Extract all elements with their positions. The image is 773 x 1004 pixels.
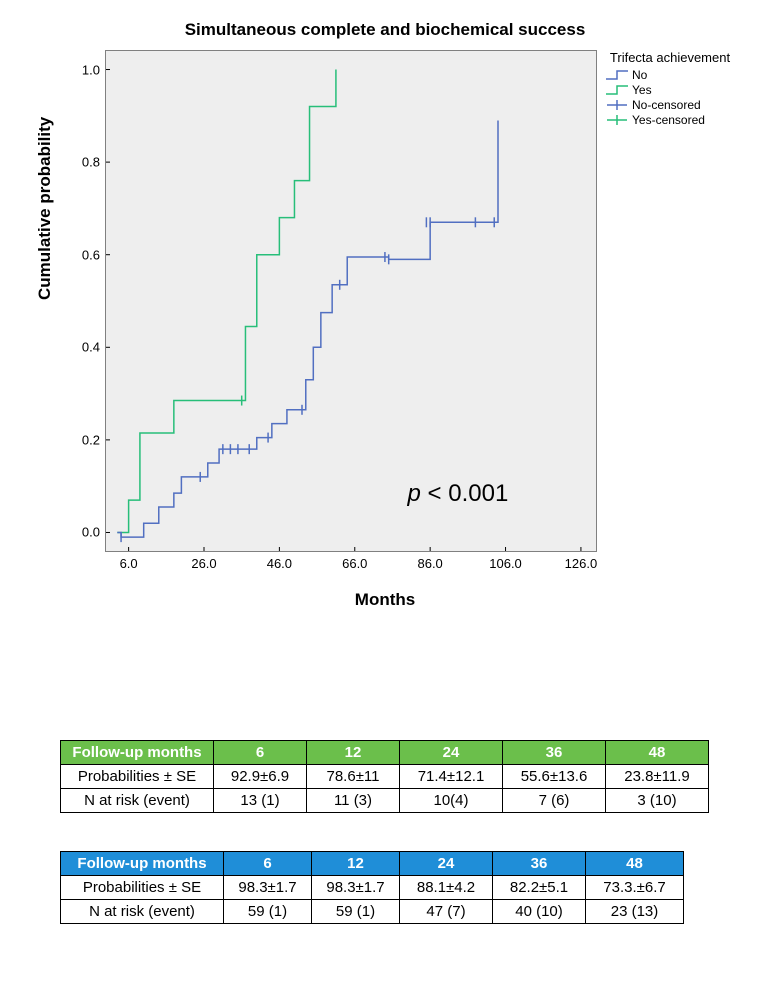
series-no — [117, 120, 498, 537]
table-cell: 73.3.±6.7 — [586, 876, 684, 900]
legend-label: Yes-censored — [632, 113, 705, 127]
table-cell: 82.2±5.1 — [493, 876, 586, 900]
x-tick: 6.0 — [120, 551, 138, 571]
legend-glyph-yes — [605, 83, 629, 97]
table-cell: N at risk (event) — [61, 789, 214, 813]
yes-table: Follow-up months612243648Probabilities ±… — [60, 740, 709, 813]
table-cell: 98.3±1.7 — [224, 876, 312, 900]
table-header-cell: 48 — [606, 741, 709, 765]
legend-label: No-censored — [632, 98, 701, 112]
y-tick: 0.2 — [62, 432, 106, 447]
table-cell: 23.8±11.9 — [606, 765, 709, 789]
table-header-cell: 24 — [400, 852, 493, 876]
table-cell: 59 (1) — [224, 900, 312, 924]
y-tick: 0.6 — [62, 247, 106, 262]
legend-item-no: No — [605, 68, 735, 82]
y-tick: 1.0 — [62, 62, 106, 77]
table-header-cell: 36 — [493, 852, 586, 876]
y-axis-label: Cumulative probability — [35, 117, 55, 300]
legend-label: Yes — [632, 83, 652, 97]
legend-item-yes_cens: Yes-censored — [605, 113, 735, 127]
table-header-cell: 24 — [400, 741, 503, 765]
y-tick: 0.8 — [62, 155, 106, 170]
table-header-cell: 6 — [214, 741, 307, 765]
table-header-cell: 36 — [503, 741, 606, 765]
table-header-cell: 12 — [312, 852, 400, 876]
table-header-cell: Follow-up months — [61, 741, 214, 765]
table-cell: 23 (13) — [586, 900, 684, 924]
x-tick: 46.0 — [267, 551, 292, 571]
legend: Trifecta achievement NoYesNo-censoredYes… — [605, 50, 735, 128]
km-chart: Simultaneous complete and biochemical su… — [35, 10, 735, 620]
x-tick: 86.0 — [417, 551, 442, 571]
table-row: Probabilities ± SE92.9±6.978.6±1171.4±12… — [61, 765, 709, 789]
plot-area: 0.00.20.40.60.81.06.026.046.066.086.0106… — [105, 50, 597, 552]
table-cell: Probabilities ± SE — [61, 876, 224, 900]
table-header-cell: 12 — [307, 741, 400, 765]
table-header-cell: Follow-up months — [61, 852, 224, 876]
table-cell: 59 (1) — [312, 900, 400, 924]
series-yes — [117, 70, 336, 533]
table-header-cell: 6 — [224, 852, 312, 876]
table-row: N at risk (event)59 (1)59 (1)47 (7)40 (1… — [61, 900, 684, 924]
chart-title: Simultaneous complete and biochemical su… — [35, 20, 735, 40]
plot-svg — [106, 51, 596, 551]
y-tick: 0.4 — [62, 340, 106, 355]
table-row: N at risk (event)13 (1)11 (3)10(4)7 (6)3… — [61, 789, 709, 813]
table-header-cell: 48 — [586, 852, 684, 876]
table-cell: 47 (7) — [400, 900, 493, 924]
legend-glyph-yes_cens — [605, 113, 629, 127]
table-cell: Probabilities ± SE — [61, 765, 214, 789]
x-tick: 66.0 — [342, 551, 367, 571]
table-cell: 98.3±1.7 — [312, 876, 400, 900]
table-cell: 10(4) — [400, 789, 503, 813]
p-value-annotation: p < 0.001 — [408, 480, 509, 508]
legend-glyph-no — [605, 68, 629, 82]
table-cell: 13 (1) — [214, 789, 307, 813]
tables-block: Follow-up months612243648Probabilities ±… — [60, 740, 700, 962]
table-cell: 7 (6) — [503, 789, 606, 813]
x-axis-label: Months — [35, 590, 735, 610]
legend-label: No — [632, 68, 647, 82]
x-tick: 106.0 — [489, 551, 522, 571]
table-cell: 71.4±12.1 — [400, 765, 503, 789]
legend-item-yes: Yes — [605, 83, 735, 97]
page-root: Simultaneous complete and biochemical su… — [0, 0, 773, 1004]
table-cell: 55.6±13.6 — [503, 765, 606, 789]
legend-item-no_cens: No-censored — [605, 98, 735, 112]
x-tick: 126.0 — [565, 551, 598, 571]
table-cell: 88.1±4.2 — [400, 876, 493, 900]
table-cell: 92.9±6.9 — [214, 765, 307, 789]
x-tick: 26.0 — [191, 551, 216, 571]
legend-glyph-no_cens — [605, 98, 629, 112]
table-cell: 3 (10) — [606, 789, 709, 813]
no-table: Follow-up months612243648Probabilities ±… — [60, 851, 684, 924]
y-tick: 0.0 — [62, 525, 106, 540]
table-cell: 40 (10) — [493, 900, 586, 924]
table-cell: N at risk (event) — [61, 900, 224, 924]
table-cell: 11 (3) — [307, 789, 400, 813]
table-cell: 78.6±11 — [307, 765, 400, 789]
legend-title: Trifecta achievement — [605, 50, 735, 65]
table-row: Probabilities ± SE98.3±1.798.3±1.788.1±4… — [61, 876, 684, 900]
